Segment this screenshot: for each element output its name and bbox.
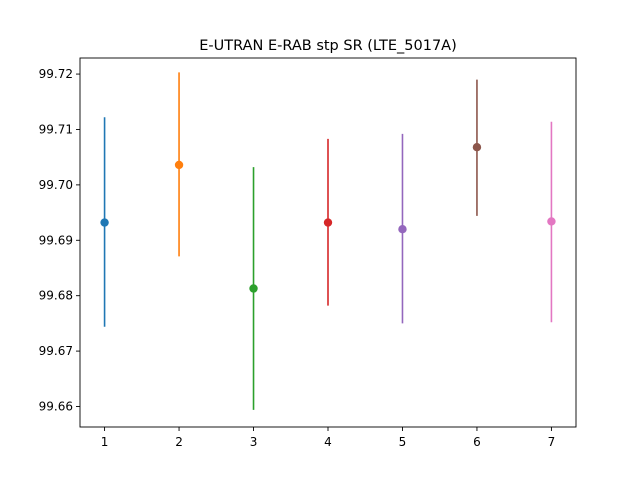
- chart-title: E-UTRAN E-RAB stp SR (LTE_5017A): [199, 38, 457, 54]
- y-tick-label-1: 99.66: [39, 400, 73, 414]
- x-tick-label-6: 6: [473, 435, 481, 449]
- x-tick-label-7: 7: [548, 435, 556, 449]
- y-tick-label-6: 99.71: [39, 122, 73, 136]
- x-tick-label-1: 1: [101, 435, 109, 449]
- data-point-5: [398, 225, 407, 234]
- y-tick-label-7: 99.72: [39, 67, 73, 81]
- data-point-3: [249, 284, 258, 293]
- plot-marks: [100, 72, 556, 410]
- data-point-2: [174, 160, 184, 170]
- y-tick-label-2: 99.67: [39, 344, 73, 358]
- y-tick-label-3: 99.68: [39, 289, 73, 303]
- x-tick-label-5: 5: [399, 435, 407, 449]
- y-tick-label-4: 99.69: [39, 233, 73, 247]
- x-tick-label-4: 4: [324, 435, 332, 449]
- x-tick-label-3: 3: [250, 435, 258, 449]
- data-point-4: [323, 218, 333, 227]
- x-tick-label-2: 2: [175, 435, 183, 449]
- data-point-1: [100, 218, 109, 227]
- plot-axes: 1 2 3 4 5 6 7 99.66 99.67 99.68 99.69 99.70 99.71 99.…: [39, 57, 577, 449]
- data-point-7: [547, 217, 556, 226]
- data-point-6: [472, 143, 482, 152]
- y-tick-label-5: 99.70: [39, 178, 73, 192]
